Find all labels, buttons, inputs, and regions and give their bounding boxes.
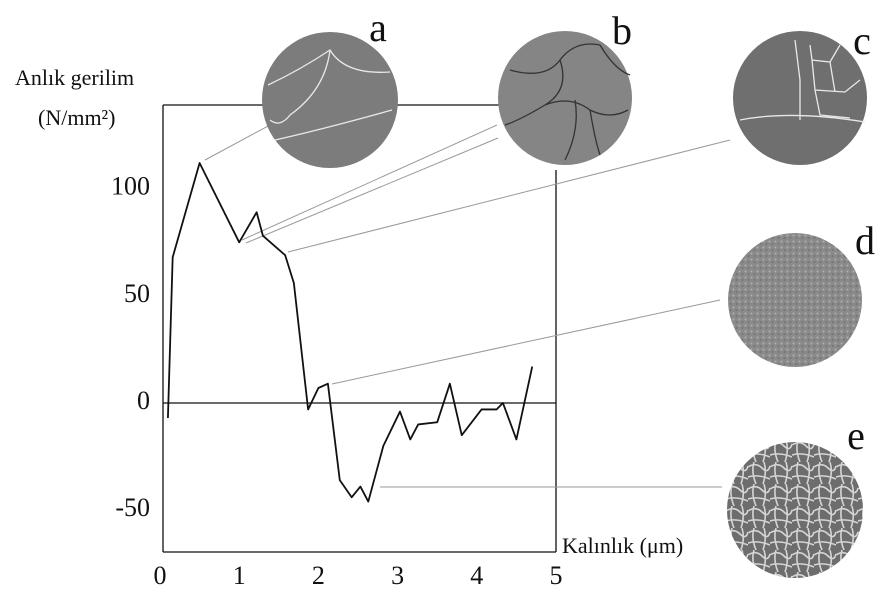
annotation: c <box>853 18 871 63</box>
micrograph-a <box>262 32 398 168</box>
y-tick-label: 0 <box>137 386 150 415</box>
y-tick-label: -50 <box>115 493 150 522</box>
annotation: d <box>855 218 875 263</box>
x-tick-label: 3 <box>391 561 404 590</box>
y-tick-label: 50 <box>124 279 150 308</box>
data-line <box>167 162 534 503</box>
x-tick-label: 4 <box>470 561 483 590</box>
annotation: a <box>369 5 387 50</box>
x-tick-label: 0 <box>154 561 167 590</box>
leader-lines <box>204 124 731 488</box>
y-tick-label: 100 <box>111 172 150 201</box>
micrograph-d <box>728 233 862 367</box>
x-axis-label: Kalınlık (μm) <box>562 533 683 558</box>
x-tick-label: 5 <box>550 561 563 590</box>
micrograph-b <box>498 31 632 165</box>
y-axis-label: (N/mm²) <box>38 105 115 130</box>
micrograph-c <box>733 31 867 165</box>
x-tick-label: 1 <box>233 561 246 590</box>
frame <box>162 104 557 553</box>
x-tick-label: 2 <box>312 561 325 590</box>
annotation: e <box>847 413 865 458</box>
annotation: b <box>612 8 632 53</box>
y-axis-label: Anlık gerilim <box>15 65 134 90</box>
micrograph-e <box>727 442 863 578</box>
